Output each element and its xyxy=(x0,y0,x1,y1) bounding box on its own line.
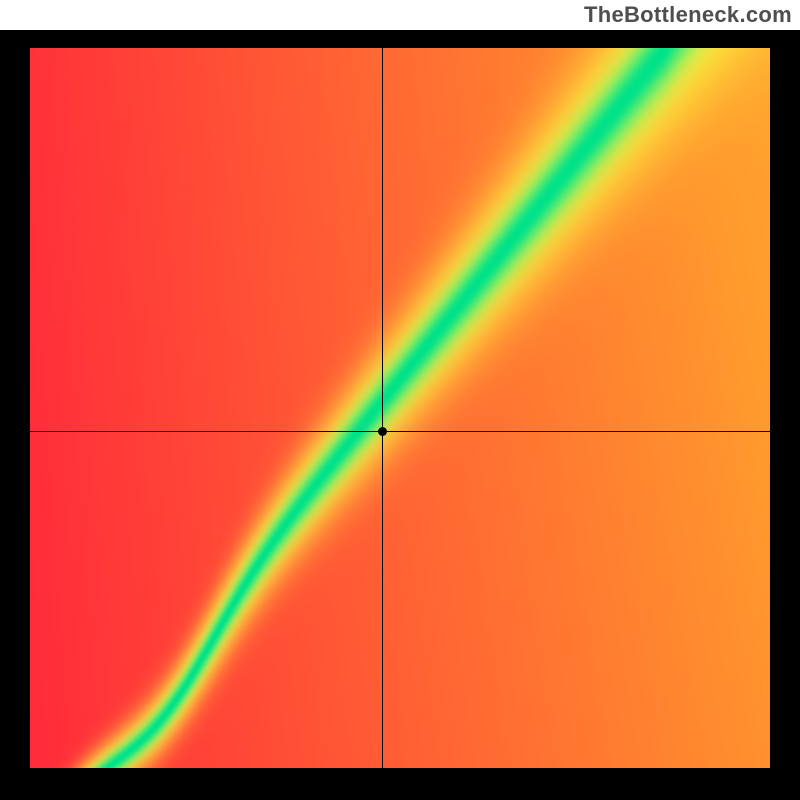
crosshair-marker xyxy=(378,427,387,436)
heatmap-canvas xyxy=(30,48,770,768)
watermark-text: TheBottleneck.com xyxy=(584,2,792,28)
crosshair-horizontal xyxy=(30,431,770,432)
crosshair-vertical xyxy=(382,48,383,768)
chart-container: TheBottleneck.com xyxy=(0,0,800,800)
